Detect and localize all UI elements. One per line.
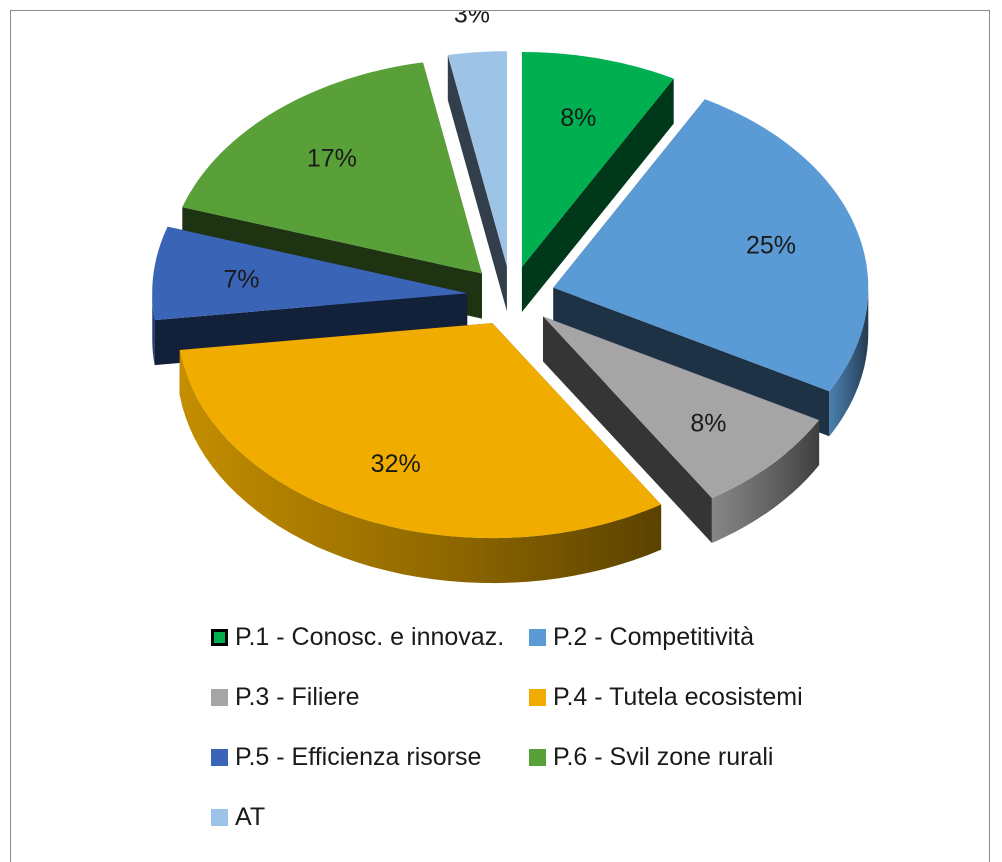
pie-slice-p5-edge <box>152 293 155 366</box>
legend-item-p1: P.1 - Conosc. e innovaz. <box>211 623 504 652</box>
pie-slice-p4 <box>179 323 662 584</box>
chart-frame: 8% 25% 8% 32% 7% 17% 3% P.1 - Conosc. e innova… <box>10 10 990 862</box>
legend-item-p6: P.6 - Svil zone rurali <box>529 743 773 772</box>
pie-chart: 8% 25% 8% 32% 7% 17% 3% <box>152 11 869 584</box>
legend-label-p4: P.4 - Tutela ecosistemi <box>553 683 803 711</box>
pie-slice-at-wall-1 <box>447 55 507 312</box>
pie-slice-p3-wall-2 <box>543 316 712 543</box>
legend-label-p6: P.6 - Svil zone rurali <box>553 743 774 771</box>
pie-slice-p2-top <box>553 99 869 392</box>
data-label-p4: 32% <box>371 450 421 478</box>
legend-label-p1: P.1 - Conosc. e innovaz. <box>235 623 505 651</box>
pie-slice-p2-edge <box>829 287 869 437</box>
legend-label-at: AT <box>235 803 266 831</box>
pie-slice-p3 <box>543 316 820 543</box>
data-label-p5: 7% <box>223 266 259 294</box>
pie-slice-at-top <box>447 51 507 267</box>
pie-slice-p4-edge <box>179 350 662 584</box>
legend-item-p4: P.4 - Tutela ecosistemi <box>529 683 803 712</box>
pie-slice-p5-top <box>152 226 468 321</box>
legend-swatch-at <box>211 809 228 826</box>
pie-slice-p6-top <box>182 62 482 274</box>
pie-slice-p1-wall-2 <box>521 78 674 312</box>
legend-label-p3: P.3 - Filiere <box>235 683 360 711</box>
legend-swatch-p1 <box>211 629 228 646</box>
pie-slice-p1-top <box>521 52 674 267</box>
data-label-p2: 25% <box>746 232 796 260</box>
data-label-p1: 8% <box>560 104 596 132</box>
data-label-at: 3% <box>454 11 490 29</box>
pie-slice-p4-top <box>179 323 662 539</box>
legend-swatch-p3 <box>211 689 228 706</box>
data-label-p6: 17% <box>307 144 357 172</box>
legend-swatch-p4 <box>529 689 546 706</box>
legend-label-p5: P.5 - Efficienza risorse <box>235 743 482 771</box>
legend-swatch-p5 <box>211 749 228 766</box>
data-label-p3: 8% <box>690 409 726 437</box>
pie-slice-at <box>447 51 507 312</box>
legend-item-at: AT <box>211 803 265 832</box>
pie-slice-p3-top <box>543 316 820 498</box>
legend-item-p3: P.3 - Filiere <box>211 683 360 712</box>
legend-item-p5: P.5 - Efficienza risorse <box>211 743 481 772</box>
legend-item-p2: P.2 - Competitività <box>529 623 754 652</box>
legend-swatch-p2 <box>529 629 546 646</box>
pie-slice-p1 <box>521 52 674 312</box>
legend-swatch-p6 <box>529 749 546 766</box>
pie-slice-p3-edge <box>711 420 820 543</box>
legend-label-p2: P.2 - Competitività <box>553 623 755 651</box>
